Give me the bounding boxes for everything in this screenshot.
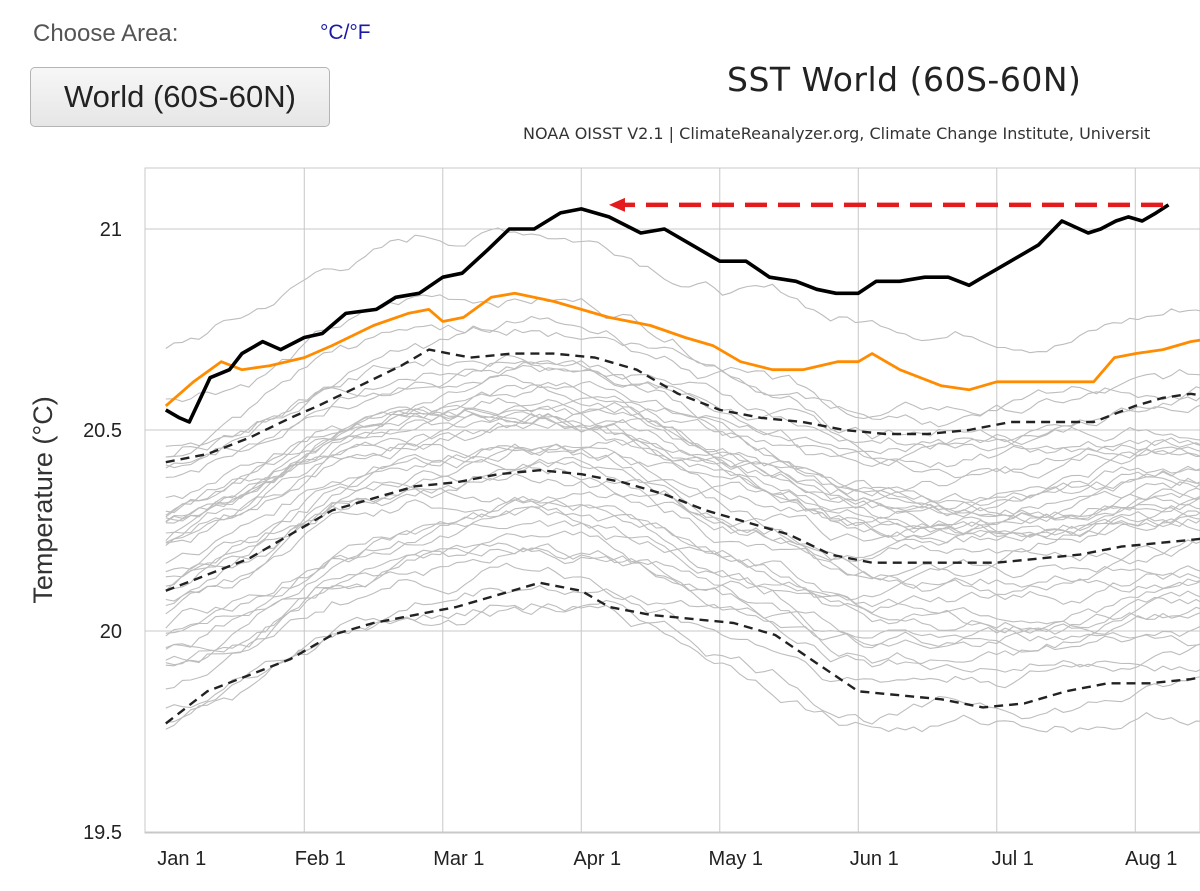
annotation-layer — [608, 197, 1163, 212]
x-tick-label: May 1 — [709, 848, 763, 870]
history-line — [165, 495, 1200, 634]
y-axis-title: Temperature (°C) — [28, 396, 58, 603]
x-tick-label: Jan 1 — [157, 848, 206, 870]
series-line-stat-lower — [165, 581, 1200, 725]
y-tick-label: 21 — [100, 219, 122, 241]
history-line — [165, 499, 1200, 625]
history-line — [165, 437, 1200, 564]
history-line — [165, 445, 1200, 591]
history-line — [165, 519, 1200, 649]
series-line-stat-mean — [165, 469, 1200, 592]
y-tick-label: 19.5 — [83, 822, 122, 844]
series-line-previous-year — [164, 291, 1200, 407]
history-line — [165, 409, 1200, 537]
history-line — [165, 562, 1200, 690]
x-tick-label: Apr 1 — [573, 848, 621, 870]
history-line — [165, 487, 1200, 607]
chart-subtitle: NOAA OISST V2.1 | ClimateReanalyzer.org,… — [523, 124, 1151, 143]
history-line — [165, 505, 1200, 637]
history-line — [165, 603, 1200, 733]
history-line — [165, 470, 1200, 591]
y-tick-label: 20 — [100, 621, 122, 643]
history-line — [165, 360, 1200, 478]
history-line — [165, 453, 1200, 578]
history-line — [165, 227, 1200, 354]
x-tick-label: Jun 1 — [850, 848, 899, 870]
y-tick-label: 20.5 — [83, 420, 122, 442]
history-line — [165, 354, 1200, 455]
choose-area-label: Choose Area: — [33, 20, 179, 47]
series-line-current-year — [164, 203, 1170, 424]
history-line — [165, 542, 1200, 667]
record-arrow-head — [608, 197, 625, 212]
series-line-stat-upper — [165, 348, 1200, 464]
history-line — [165, 294, 1200, 420]
history-line — [165, 584, 1200, 709]
grid-lines — [144, 167, 1200, 834]
axes: 19.5 20 20.5 21 Jan 1 Feb 1 Mar 1 Apr 1 May 1 Jun… — [83, 219, 1177, 870]
history-line — [165, 458, 1200, 602]
history-line — [165, 443, 1200, 589]
history-line — [165, 456, 1200, 587]
history-line — [165, 384, 1200, 522]
plot-frame — [144, 167, 1200, 834]
history-lines — [165, 227, 1200, 733]
x-tick-label: Feb 1 — [295, 848, 346, 870]
history-line — [165, 411, 1200, 547]
history-line — [165, 400, 1200, 523]
x-tick-label: Aug 1 — [1125, 848, 1177, 870]
history-line — [165, 360, 1200, 469]
history-line — [165, 381, 1200, 522]
history-line — [165, 530, 1200, 673]
x-tick-label: Jul 1 — [992, 848, 1034, 870]
history-line — [165, 599, 1200, 730]
chart-title: SST World (60S-60N) — [727, 60, 1082, 99]
area-select-button[interactable]: World (60S-60N) — [30, 67, 330, 127]
x-tick-label: Mar 1 — [433, 848, 484, 870]
history-line — [165, 499, 1200, 629]
history-line — [165, 547, 1200, 666]
series-lines — [164, 203, 1200, 725]
history-line — [165, 324, 1200, 458]
unit-toggle-link[interactable]: °C/°F — [320, 21, 371, 44]
history-line — [165, 315, 1200, 458]
